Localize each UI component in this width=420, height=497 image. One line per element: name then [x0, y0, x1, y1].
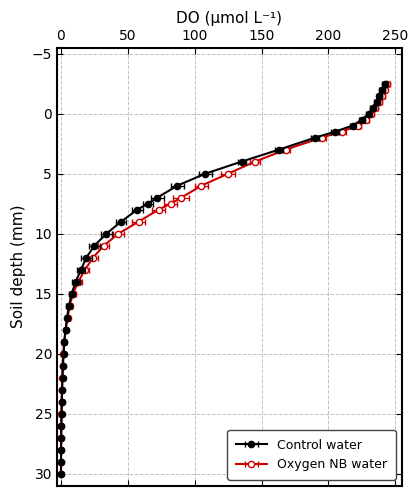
Legend: Control water, Oxygen NB water: Control water, Oxygen NB water [227, 430, 396, 480]
Y-axis label: Soil depth (mm): Soil depth (mm) [11, 205, 26, 329]
X-axis label: DO (μmol L⁻¹): DO (μmol L⁻¹) [176, 11, 283, 26]
